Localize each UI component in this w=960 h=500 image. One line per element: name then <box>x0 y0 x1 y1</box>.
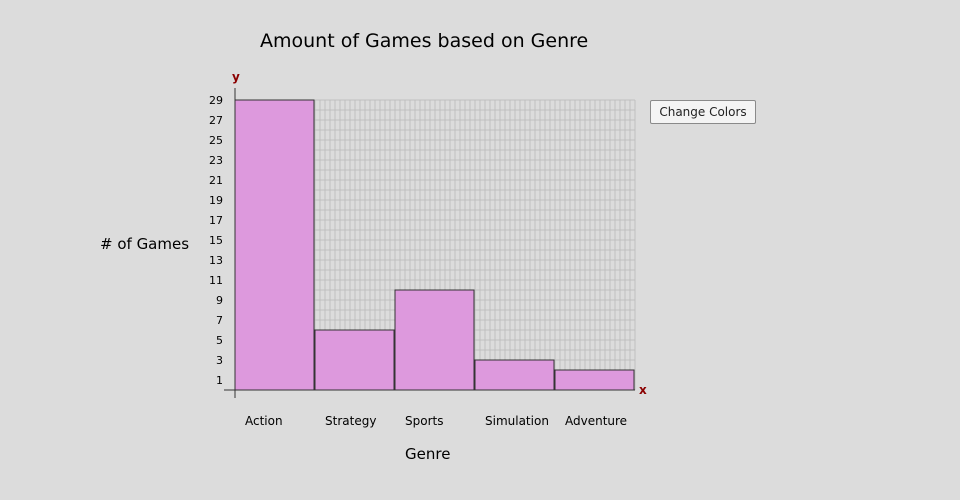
y-tick-label: 21 <box>209 174 223 187</box>
y-tick-label: 19 <box>209 194 223 207</box>
x-category-label: Sports <box>405 414 443 428</box>
y-tick-label: 11 <box>209 274 223 287</box>
y-tick-label: 25 <box>209 134 223 147</box>
y-tick-label: 27 <box>209 114 223 127</box>
y-tick-label: 5 <box>216 334 223 347</box>
y-tick-label: 7 <box>216 314 223 327</box>
y-tick-label: 29 <box>209 94 223 107</box>
bar-strategy <box>314 329 395 391</box>
bars <box>234 99 635 391</box>
y-axis-title: # of Games <box>100 235 190 253</box>
y-tick-label: 15 <box>209 234 223 247</box>
bar-adventure <box>554 369 635 391</box>
x-category-label: Adventure <box>565 414 627 428</box>
y-tick-label: 3 <box>216 354 223 367</box>
x-category-label: Strategy <box>325 414 376 428</box>
y-tick-label: 17 <box>209 214 223 227</box>
bar-action <box>234 99 315 391</box>
chart-title: Amount of Games based on Genre <box>260 30 589 52</box>
x-category-label: Simulation <box>485 414 549 428</box>
bar-simulation <box>474 359 555 391</box>
bar-sports <box>394 289 475 391</box>
y-axis-letter: y <box>232 70 240 84</box>
change-colors-button[interactable]: Change Colors <box>650 100 756 124</box>
x-axis-title: Genre <box>405 445 451 463</box>
y-tick-label: 13 <box>209 254 223 267</box>
x-category-labels: Action Strategy Sports Simulation Adventure <box>245 414 627 428</box>
x-axis-letter: x <box>639 383 647 397</box>
axes <box>224 88 635 398</box>
y-tick-label: 23 <box>209 154 223 167</box>
y-tick-label: 9 <box>216 294 223 307</box>
y-tick-label: 1 <box>216 374 223 387</box>
x-category-label: Action <box>245 414 283 428</box>
